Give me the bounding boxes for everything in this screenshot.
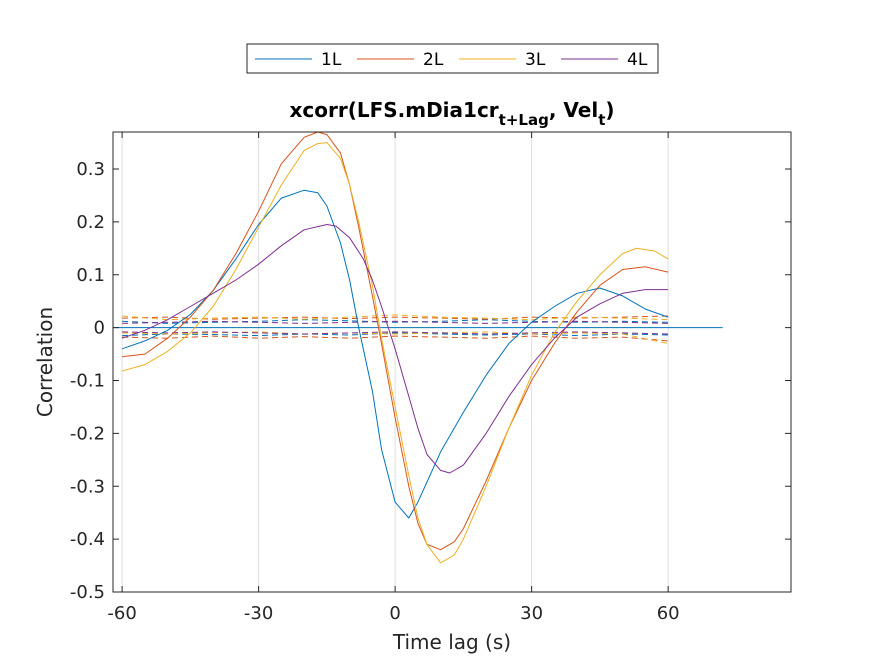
legend-label-2L: 2L xyxy=(423,50,444,70)
title-subscript-t: t xyxy=(598,111,605,129)
series-line-1L xyxy=(121,189,669,519)
y-tick-label: 0.2 xyxy=(76,212,105,233)
null-band-line xyxy=(122,331,669,335)
grid-lines xyxy=(121,132,669,592)
title-main: xcorr(LFS.mDia1cr xyxy=(289,98,498,122)
series-lines xyxy=(121,131,669,564)
legend: 1L 2L 3L 4L xyxy=(246,43,659,74)
null-band-line xyxy=(122,335,669,342)
null-band-line xyxy=(122,315,669,320)
y-tick-label: 0.1 xyxy=(76,265,105,286)
null-band-line xyxy=(122,331,669,344)
y-tick-label: 0.3 xyxy=(76,159,105,180)
legend-label-3L: 3L xyxy=(525,50,546,70)
plot-area xyxy=(113,132,791,592)
x-tick-label: -30 xyxy=(244,603,273,624)
null-band-line xyxy=(122,319,669,324)
x-tick-label: 0 xyxy=(389,603,400,624)
legend-label-4L: 4L xyxy=(627,50,648,70)
legend-label-1L: 1L xyxy=(321,50,342,70)
title-subscript-lag: t+Lag xyxy=(499,111,549,129)
y-tick-label: -0.1 xyxy=(70,371,105,392)
x-axis: -60 -30 0 30 60 xyxy=(107,132,680,624)
y-axis-label: Correlation xyxy=(33,307,57,417)
null-band-line xyxy=(122,332,669,337)
x-axis-label: Time lag (s) xyxy=(392,630,511,654)
title-end: ) xyxy=(605,98,614,122)
null-band-line xyxy=(122,320,669,324)
y-tick-label: 0 xyxy=(94,318,105,339)
x-tick-label: 30 xyxy=(520,603,543,624)
x-tick-label: 60 xyxy=(657,603,680,624)
y-tick-label: -0.4 xyxy=(70,529,105,550)
series-line-2L xyxy=(122,131,669,551)
title-mid: , Vel xyxy=(549,98,598,122)
series-line-4L xyxy=(121,224,669,474)
y-tick-label: -0.3 xyxy=(70,476,105,497)
series-line-3L xyxy=(121,142,669,564)
y-axis: -0.5 -0.4 -0.3 -0.2 -0.1 0 0.1 0.2 0.3 xyxy=(70,159,791,603)
y-tick-label: -0.2 xyxy=(70,423,105,444)
chart-title: xcorr(LFS.mDia1crt+Lag, Velt) xyxy=(289,98,614,129)
plot-box xyxy=(112,131,792,593)
y-tick-label: -0.5 xyxy=(70,582,105,603)
x-tick-label: -60 xyxy=(107,603,136,624)
